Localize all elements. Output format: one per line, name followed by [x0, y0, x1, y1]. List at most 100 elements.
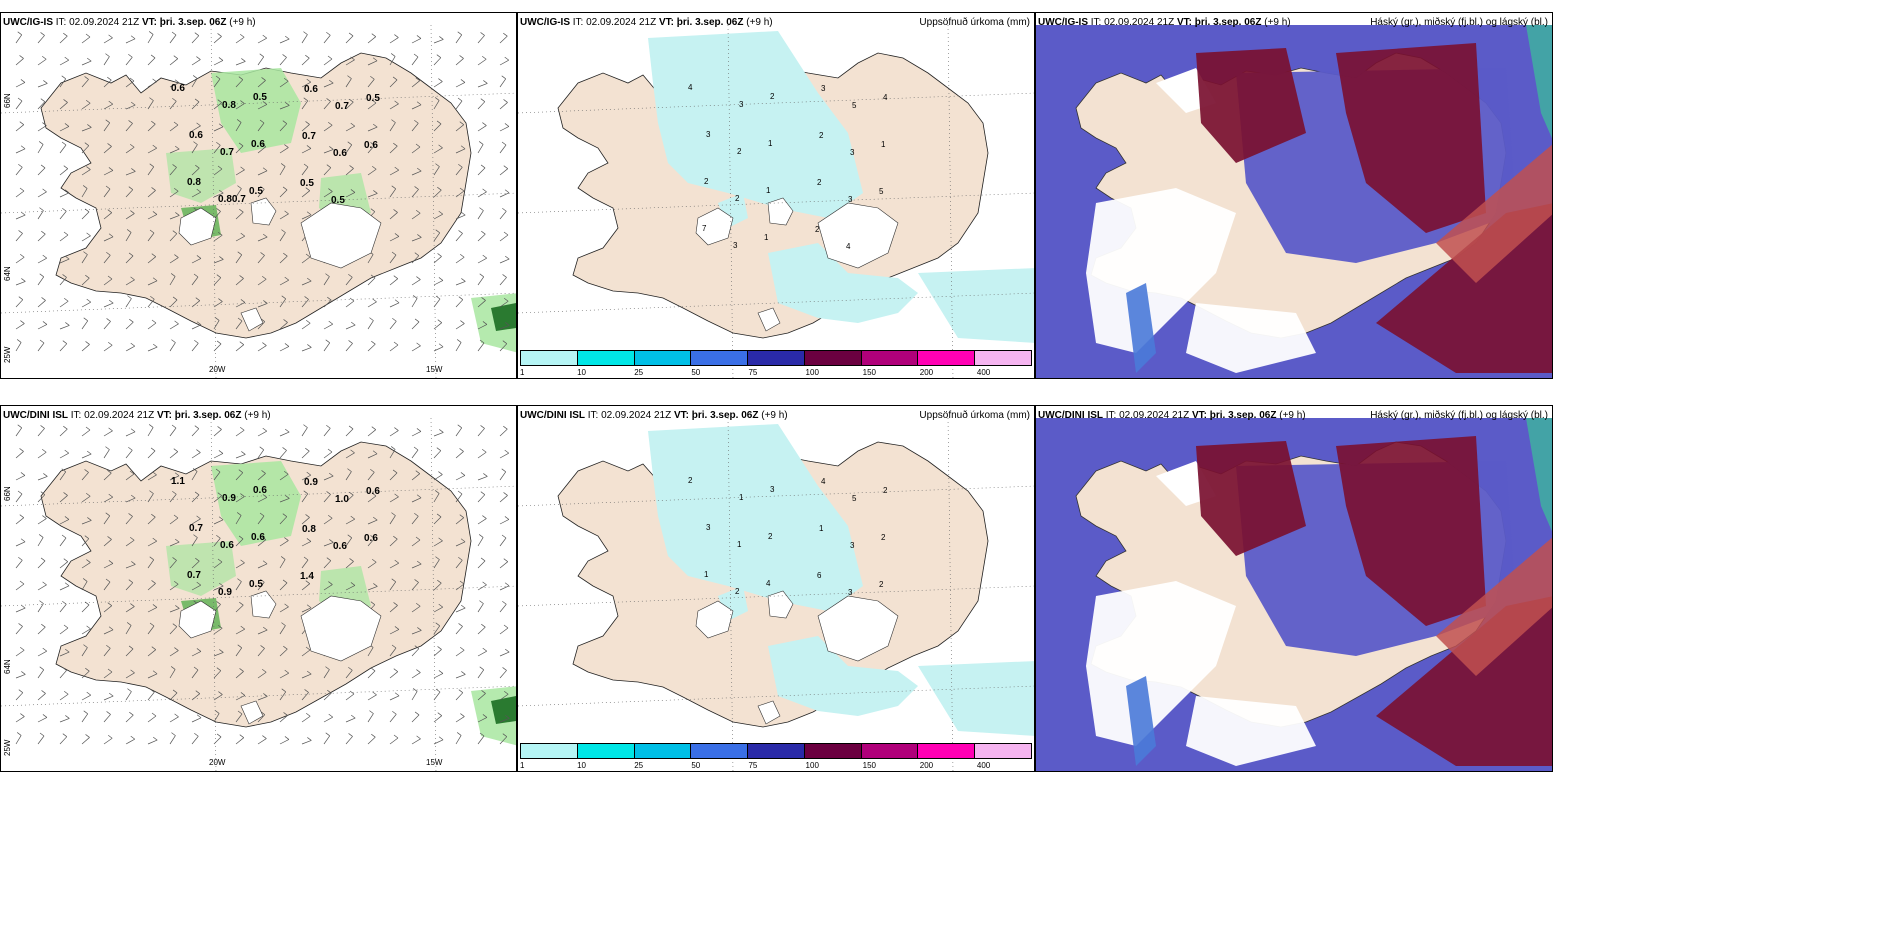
legend-tick: 75: [748, 761, 758, 770]
wind-gust-label: 0.9: [304, 477, 318, 488]
wind-gust-label: 0.5: [366, 93, 380, 104]
precip-label: 1: [764, 233, 769, 242]
precip-label: 3: [706, 130, 711, 139]
precip-label: 2: [879, 580, 884, 589]
precip-label: 2: [881, 533, 886, 542]
wind-gust-label: 0.6: [171, 83, 185, 94]
legend-tick: 400: [976, 368, 991, 377]
wind-gust-label: 0.80.7: [218, 194, 246, 205]
wind-map: [1, 24, 516, 378]
wind-gust-label: 0.6: [304, 84, 318, 95]
model-name: UWC/DINI ISL: [520, 410, 585, 421]
panel-title: Uppsöfnuð úrkoma (mm): [919, 410, 1030, 421]
latitude-label: 64N: [3, 266, 12, 281]
legend-colorbar: [520, 350, 1032, 366]
panel-header: UWC/IG-IS IT: 02.09.2024 21Z VT: þri. 3.…: [520, 17, 773, 28]
longitude-label: 20W: [209, 365, 226, 374]
latitude-label: 64N: [3, 659, 12, 674]
precip-label: 4: [846, 242, 851, 251]
wind-gust-label: 0.9: [218, 587, 232, 598]
it-label: IT:: [585, 410, 602, 421]
longitude-label: 15W: [426, 758, 443, 767]
model-name: UWC/DINI ISL: [3, 410, 68, 421]
precip-label: 5: [852, 101, 857, 110]
init-time: 02.09.2024 21Z: [69, 17, 142, 28]
legend-swatch: [577, 351, 635, 365]
init-time: 02.09.2024 21Z: [84, 410, 157, 421]
precip-label: 2: [819, 131, 824, 140]
precip-label: 4: [766, 579, 771, 588]
legend-tick: 75: [748, 368, 758, 377]
wind-gust-label: 0.7: [187, 570, 201, 581]
precip-label: 6: [817, 571, 822, 580]
wind-gust-label: 0.8: [222, 100, 236, 111]
legend-swatch: [691, 351, 749, 365]
legend-tick: 200: [919, 761, 934, 770]
legend-swatch: [975, 744, 1032, 758]
longitude-label: 15W: [426, 365, 443, 374]
precip-label: 4: [821, 477, 826, 486]
precip-label: 2: [883, 486, 888, 495]
precip-label: 1: [737, 540, 742, 549]
precip-map: [518, 417, 1034, 771]
wind-gust-label: 0.6: [189, 130, 203, 141]
precip-legend: 1 10 25 50 75 100 150 200 400: [518, 350, 1034, 378]
precip-label: 2: [817, 178, 822, 187]
it-label: IT:: [1103, 410, 1120, 421]
wind-gust-label: 0.5: [300, 178, 314, 189]
wind-gust-label: 0.6: [364, 140, 378, 151]
panel-cloud-ig-is: UWC/IG-IS IT: 02.09.2024 21Z VT: þri. 3.…: [1035, 12, 1553, 379]
vt-label: VT:: [673, 410, 692, 421]
panel-title: Háský (gr.), miðský (fj.bl.) og lágský (…: [1370, 17, 1548, 28]
precip-label: 2: [688, 476, 693, 485]
vt-label: VT:: [1176, 17, 1195, 28]
it-label: IT:: [570, 17, 587, 28]
legend-tick: 150: [862, 761, 877, 770]
precip-label: 3: [848, 195, 853, 204]
latitude-label: 25W: [3, 346, 12, 363]
legend-swatch: [748, 744, 805, 758]
valid-time: þri. 3.sep. 06Z: [159, 17, 230, 28]
model-name: UWC/IG-IS: [3, 17, 53, 28]
latitude-label: 66N: [3, 486, 12, 501]
legend-tick: 10: [577, 761, 587, 770]
offset: (+9 h): [229, 17, 256, 28]
wind-gust-label: 0.6: [253, 485, 267, 496]
it-label: IT:: [53, 17, 70, 28]
offset: (+9 h): [1264, 17, 1291, 28]
panel-precip-ig-is: UWC/IG-IS IT: 02.09.2024 21Z VT: þri. 3.…: [517, 12, 1035, 379]
precip-label: 1: [881, 140, 886, 149]
precip-label: 3: [848, 588, 853, 597]
precip-label: 2: [735, 587, 740, 596]
panel-wind-ig-is: UWC/IG-IS IT: 02.09.2024 21Z VT: þri. 3.…: [0, 12, 517, 379]
legend-swatch: [634, 744, 692, 758]
wind-gust-label: 0.6: [251, 139, 265, 150]
model-name: UWC/IG-IS: [520, 17, 570, 28]
legend-swatch: [577, 744, 635, 758]
it-label: IT:: [1088, 17, 1105, 28]
offset: (+9 h): [1279, 410, 1306, 421]
cloud-map: [1036, 25, 1552, 378]
precip-label: 2: [815, 225, 820, 234]
wind-gust-label: 0.7: [189, 523, 203, 534]
precip-label: 2: [704, 177, 709, 186]
wind-gust-label: 0.5: [249, 186, 263, 197]
model-name: UWC/DINI ISL: [1038, 410, 1103, 421]
wind-gust-label: 0.5: [253, 92, 267, 103]
vt-label: VT:: [1191, 410, 1210, 421]
precip-label: 3: [733, 241, 738, 250]
wind-gust-label: 0.7: [335, 101, 349, 112]
precip-label: 3: [706, 523, 711, 532]
wind-gust-label: 1.4: [300, 571, 314, 582]
legend-tick: 100: [805, 761, 819, 770]
valid-time: þri. 3.sep. 06Z: [691, 410, 762, 421]
valid-time: þri. 3.sep. 06Z: [676, 17, 747, 28]
legend-tick: 50: [691, 368, 701, 377]
offset: (+9 h): [761, 410, 788, 421]
panel-title: Uppsöfnuð úrkoma (mm): [919, 17, 1030, 28]
wind-gust-label: 0.9: [222, 493, 236, 504]
wind-gust-label: 0.5: [331, 195, 345, 206]
legend-tick: 100: [805, 368, 819, 377]
precip-label: 5: [852, 494, 857, 503]
valid-time: þri. 3.sep. 06Z: [1194, 17, 1265, 28]
